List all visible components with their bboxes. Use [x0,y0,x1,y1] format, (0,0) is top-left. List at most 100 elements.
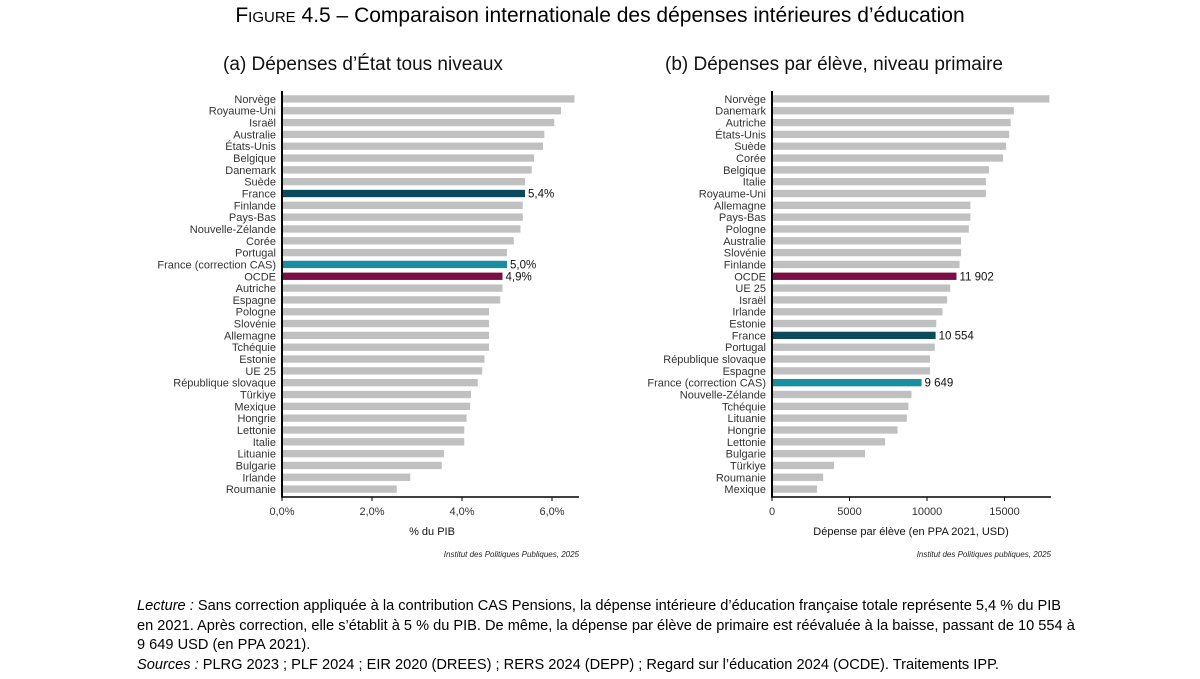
chart-b-bar-13 [772,248,962,257]
chart-b-category-label-33: Mexique [724,484,766,496]
chart-b-bar-10 [772,213,971,221]
chart-a-bar-29 [282,438,465,446]
chart-a-bar-2 [282,118,555,127]
chart-b-category-label-26: Tchéquie [722,401,766,413]
lecture-note: Lecture : Sans correction appliquée à la… [137,597,1077,656]
chart-a-category-label-9: Finlande [234,200,276,212]
chart-b-category-label-22: République slovaque [663,354,766,366]
chart-a-bar-15 [282,272,503,280]
chart-b-x-tick-label-3: 15000 [989,506,1020,518]
lecture-text: Sans correction appliquée à la contribut… [137,598,1075,653]
chart-b-category-label-14: Finlande [724,259,766,271]
chart-a-category-label-33: Roumanie [226,484,276,496]
chart-b-bar-7 [772,178,986,186]
chart-b-bar-28 [772,426,898,434]
chart-b-bar-16 [772,284,951,292]
chart-b-category-label-30: Bulgarie [726,449,766,461]
chart-b-category-label-2: Autriche [726,118,766,130]
chart-a-bar-18 [282,308,489,316]
chart-b-category-label-15: OCDE [734,271,766,283]
chart-b-bar-14 [772,260,960,269]
chart-a-bar-24 [282,379,478,387]
chart-a-bar-3 [282,130,545,139]
chart-a-category-label-21: Tchéquie [232,342,276,354]
chart-b-category-label-19: Estonie [729,319,766,331]
chart-a-credit: Institut des Politiques Publiques, 2025 [444,550,580,559]
chart-b-x-tick-label-2: 10000 [912,506,943,518]
chart-a-svg: (a) Dépenses d’État tous niveauxNorvègeR… [157,54,580,559]
chart-b-bar-2 [772,118,1011,127]
chart-b-data-label-15: 11 902 [959,271,993,283]
chart-a-category-label-25: Türkiye [240,390,276,402]
chart-a-category-label-28: Lettonie [237,425,276,437]
chart-b-credit: Institut des Politiques publiques, 2025 [917,550,1052,559]
chart-b-category-label-0: Norvège [724,94,766,106]
chart-a-category-label-22: Estonie [239,354,276,366]
chart-a-category-label-11: Nouvelle-Zélande [190,224,276,236]
chart-a-data-label-15: 4,9% [506,271,532,283]
chart-b-bar-32 [772,473,824,481]
chart-b-bar-30 [772,449,865,458]
chart-a-bar-19 [282,319,489,328]
chart-b-bar-24 [772,379,922,387]
chart-a-bar-22 [282,355,485,363]
chart-a-category-label-12: Corée [246,236,276,248]
chart-a-category-label-16: Autriche [236,283,276,295]
chart-b-category-label-8: Royaume-Uni [699,189,766,201]
chart-a-bar-30 [282,449,444,458]
chart-b-data-label-24: 9 649 [925,378,954,390]
chart-a-category-label-31: Bulgarie [236,460,276,472]
chart-a-bar-23 [282,367,483,375]
chart-a-category-label-18: Pologne [236,307,276,319]
chart-a-bar-25 [282,390,471,399]
chart-a-category-label-1: Royaume-Uni [209,106,276,118]
chart-a-bar-16 [282,284,503,292]
chart-b-category-label-3: États-Unis [715,128,766,141]
chart-b-title: (b) Dépenses par élève, niveau primaire [665,54,1003,75]
chart-b-category-label-16: UE 25 [735,283,766,295]
chart-a-bar-1 [282,107,561,115]
chart-a-category-label-26: Mexique [234,401,276,413]
chart-b-bar-3 [772,130,1010,139]
chart-a-data-label-14: 5,0% [510,259,536,271]
chart-a-data-label-8: 5,4% [528,189,554,201]
chart-a-category-label-19: Slovénie [234,319,276,331]
chart-b-category-label-10: Pays-Bas [719,212,767,224]
chart-b-svg: (b) Dépenses par élève, niveau primaire N… [647,54,1052,559]
chart-a-bar-26 [282,402,471,410]
chart-b-category-label-4: Suède [734,141,766,153]
chart-a-title: (a) Dépenses d’État tous niveaux [223,54,503,75]
chart-b-category-label-17: Israël [739,295,766,307]
chart-a-bar-5 [282,154,534,162]
chart-a-bar-4 [282,142,543,150]
chart-a-bar-13 [282,248,507,257]
chart-b-category-label-29: Lettonie [727,437,766,449]
chart-b-category-label-31: Türkiye [730,460,766,472]
sources-label: Sources : [137,656,199,673]
chart-b-bar-22 [772,355,931,363]
chart-b-bar-8 [772,189,986,198]
chart-b-bar-17 [772,296,948,304]
chart-a-category-label-13: Portugal [235,248,276,260]
chart-a-category-label-0: Norvège [234,94,276,106]
lecture-label: Lecture : [137,598,194,614]
chart-a-bar-0 [282,95,575,103]
chart-a-category-label-17: Espagne [233,295,276,307]
chart-panel-b: (b) Dépenses par élève, niveau primaire N… [600,48,1200,568]
chart-b-bar-26 [772,402,909,410]
chart-a-bar-20 [282,331,489,340]
chart-a-bar-17 [282,296,501,304]
figure-separator: – [330,4,355,27]
chart-a-bar-12 [282,237,514,245]
chart-b-category-label-11: Pologne [726,224,766,236]
chart-b-bar-6 [772,166,989,174]
chart-a-x-tick-label-2: 4,0% [449,506,474,518]
chart-a-bar-33 [282,485,397,493]
chart-b-data-label-20: 10 554 [939,330,975,342]
chart-b-bar-31 [772,461,834,470]
chart-a-category-label-29: Italie [253,437,276,449]
chart-a-bar-11 [282,225,521,233]
chart-a-x-tick-label-3: 6,0% [539,506,564,518]
chart-a-bar-14 [282,260,507,269]
chart-a-bar-7 [282,178,525,186]
